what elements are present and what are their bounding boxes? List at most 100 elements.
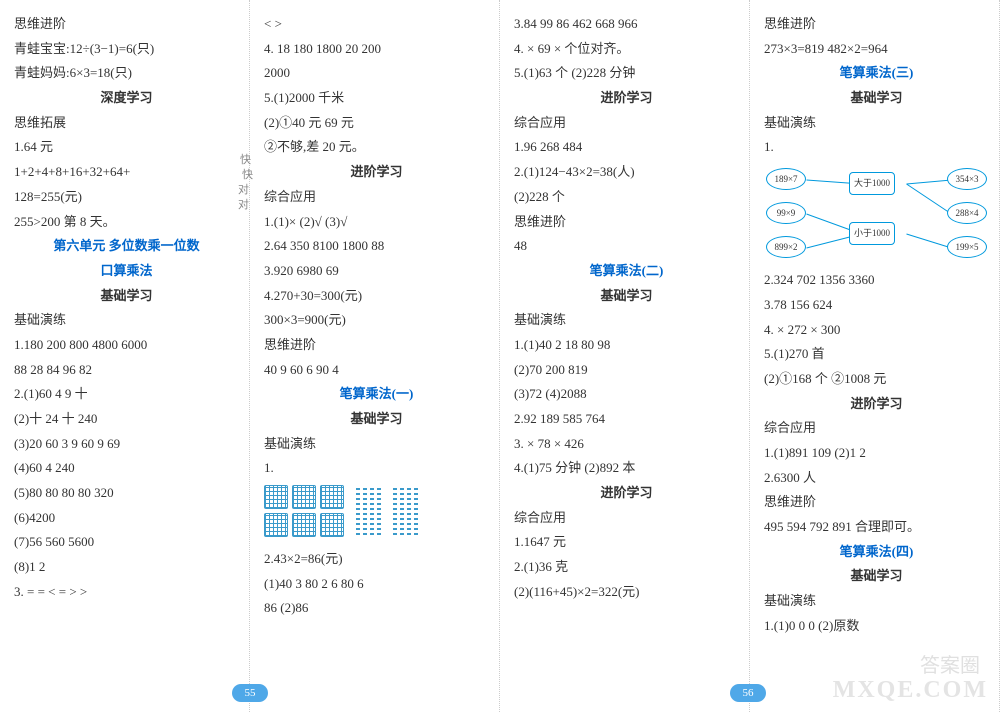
text-line: (2)(116+45)×2=322(元) bbox=[514, 580, 739, 605]
heading-deep-study: 深度学习 bbox=[14, 86, 239, 111]
text-line: (4)60 4 240 bbox=[14, 456, 239, 481]
text-line: 3.84 99 86 462 668 966 bbox=[514, 12, 739, 37]
ten-stick bbox=[393, 485, 397, 535]
text-line: 4. × 69 × 个位对齐。 bbox=[514, 37, 739, 62]
hundred-block-group bbox=[264, 485, 344, 537]
text-line: 1.(1)40 2 18 80 98 bbox=[514, 333, 739, 358]
heading-written-mult-4: 笔算乘法(四) bbox=[764, 540, 989, 565]
text-line: (2)①40 元 69 元 bbox=[264, 111, 489, 136]
text-line: 2.64 350 8100 1800 88 bbox=[264, 234, 489, 259]
text-line: 48 bbox=[514, 234, 739, 259]
text-line: 2.(1)60 4 9 十 bbox=[14, 382, 239, 407]
unit-heading-b: 口算乘法 bbox=[14, 259, 239, 284]
text-line: 40 9 60 6 90 4 bbox=[264, 358, 489, 383]
text-line: 基础演练 bbox=[764, 589, 989, 614]
ten-stick bbox=[363, 485, 367, 535]
text-line: 5.(1)2000 千米 bbox=[264, 86, 489, 111]
text-line: 基础演练 bbox=[514, 308, 739, 333]
column-3: 3.84 99 86 462 668 966 4. × 69 × 个位对齐。 5… bbox=[500, 0, 750, 712]
diagram-node: 354×3 bbox=[947, 168, 987, 190]
hundred-block bbox=[320, 485, 344, 509]
text-line: (3)72 (4)2088 bbox=[514, 382, 739, 407]
heading-advanced-study: 进阶学习 bbox=[514, 86, 739, 111]
text-line: (2)①168 个 ②1008 元 bbox=[764, 367, 989, 392]
text-line: 思维进阶 bbox=[764, 490, 989, 515]
text-line: 5.(1)63 个 (2)228 分钟 bbox=[514, 61, 739, 86]
text-line: 3. × 78 × 426 bbox=[514, 432, 739, 457]
text-line: 4.(1)75 分钟 (2)892 本 bbox=[514, 456, 739, 481]
heading-basic-study: 基础学习 bbox=[14, 284, 239, 309]
text-line: 思维进阶 bbox=[264, 333, 489, 358]
column-4: 思维进阶 273×3=819 482×2=964 笔算乘法(三) 基础学习 基础… bbox=[750, 0, 1000, 712]
ten-stick bbox=[377, 485, 381, 535]
ten-stick bbox=[414, 485, 418, 535]
text-line: 基础演练 bbox=[14, 308, 239, 333]
ten-stick bbox=[407, 485, 411, 535]
text-line: 2.6300 人 bbox=[764, 466, 989, 491]
text-line: 1.(1)0 0 0 (2)原数 bbox=[764, 614, 989, 639]
hundred-block bbox=[264, 513, 288, 537]
text-line: 1+2+4+8+16+32+64+ bbox=[14, 160, 239, 185]
text-line: 1.180 200 800 4800 6000 bbox=[14, 333, 239, 358]
page-number-56: 56 bbox=[730, 684, 766, 702]
heading-advanced-study: 进阶学习 bbox=[764, 392, 989, 417]
text-line: 基础演练 bbox=[264, 432, 489, 457]
text-line: 1.(1)891 109 (2)1 2 bbox=[764, 441, 989, 466]
text-line: (2)228 个 bbox=[514, 185, 739, 210]
heading-written-mult-3: 笔算乘法(三) bbox=[764, 61, 989, 86]
text-line: 思维拓展 bbox=[14, 111, 239, 136]
text-line: 4. 18 180 1800 20 200 bbox=[264, 37, 489, 62]
text-line: (5)80 80 80 80 320 bbox=[14, 481, 239, 506]
diagram-node: 189×7 bbox=[766, 168, 806, 190]
base-ten-blocks-diagram bbox=[264, 485, 489, 541]
text-line: 128=255(元) bbox=[14, 185, 239, 210]
text-line: 综合应用 bbox=[764, 416, 989, 441]
heading-basic-study: 基础学习 bbox=[514, 284, 739, 309]
text-line: (7)56 560 5600 bbox=[14, 530, 239, 555]
text-line: 青蛙妈妈:6×3=18(只) bbox=[14, 61, 239, 86]
text-line: 基础演练 bbox=[764, 111, 989, 136]
diagram-box-gt-1000: 大于1000 bbox=[849, 172, 895, 195]
text-line: 综合应用 bbox=[264, 185, 489, 210]
text-line: 青蛙宝宝:12÷(3−1)=6(只) bbox=[14, 37, 239, 62]
text-line: 300×3=900(元) bbox=[264, 308, 489, 333]
ten-stick-group bbox=[356, 485, 381, 535]
text-line: 2.324 702 1356 3360 bbox=[764, 268, 989, 293]
hundred-block bbox=[264, 485, 288, 509]
heading-advanced-study: 进阶学习 bbox=[264, 160, 489, 185]
heading-written-mult-1: 笔算乘法(一) bbox=[264, 382, 489, 407]
diagram-node: 899×2 bbox=[766, 236, 806, 258]
heading-basic-study: 基础学习 bbox=[764, 86, 989, 111]
text-line: 1.1647 元 bbox=[514, 530, 739, 555]
text-line: 255>200 第 8 天。 bbox=[14, 210, 239, 235]
text-line: 88 28 84 96 82 bbox=[14, 358, 239, 383]
text-line: 1.64 元 bbox=[14, 135, 239, 160]
handwritten-annotation: 对 bbox=[238, 195, 249, 216]
column-2: < > 4. 18 180 1800 20 200 2000 5.(1)2000… bbox=[250, 0, 500, 712]
hundred-block bbox=[320, 513, 344, 537]
text-line: 思维进阶 bbox=[14, 12, 239, 37]
text-line: 1. bbox=[264, 456, 489, 481]
heading-basic-study: 基础学习 bbox=[764, 564, 989, 589]
text-line: 综合应用 bbox=[514, 506, 739, 531]
diagram-box-lt-1000: 小于1000 bbox=[849, 222, 895, 245]
text-line: (2)70 200 819 bbox=[514, 358, 739, 383]
hundred-block bbox=[292, 485, 316, 509]
ten-stick bbox=[356, 485, 360, 535]
diagram-node: 99×9 bbox=[766, 202, 806, 224]
watermark-text: MXQE.COM bbox=[833, 677, 988, 704]
ten-stick-group bbox=[393, 485, 418, 535]
text-line: 273×3=819 482×2=964 bbox=[764, 37, 989, 62]
ten-stick bbox=[400, 485, 404, 535]
text-line: 4. × 272 × 300 bbox=[764, 318, 989, 343]
heading-advanced-study: 进阶学习 bbox=[514, 481, 739, 506]
text-line: (8)1 2 bbox=[14, 555, 239, 580]
diagram-node: 288×4 bbox=[947, 202, 987, 224]
text-line: (3)20 60 3 9 60 9 69 bbox=[14, 432, 239, 457]
text-line: 思维进阶 bbox=[764, 12, 989, 37]
text-line: 495 594 792 891 合理即可。 bbox=[764, 515, 989, 540]
text-line: 2.43×2=86(元) bbox=[264, 547, 489, 572]
text-line: 2000 bbox=[264, 61, 489, 86]
heading-basic-study: 基础学习 bbox=[264, 407, 489, 432]
text-line: 2.(1)36 克 bbox=[514, 555, 739, 580]
